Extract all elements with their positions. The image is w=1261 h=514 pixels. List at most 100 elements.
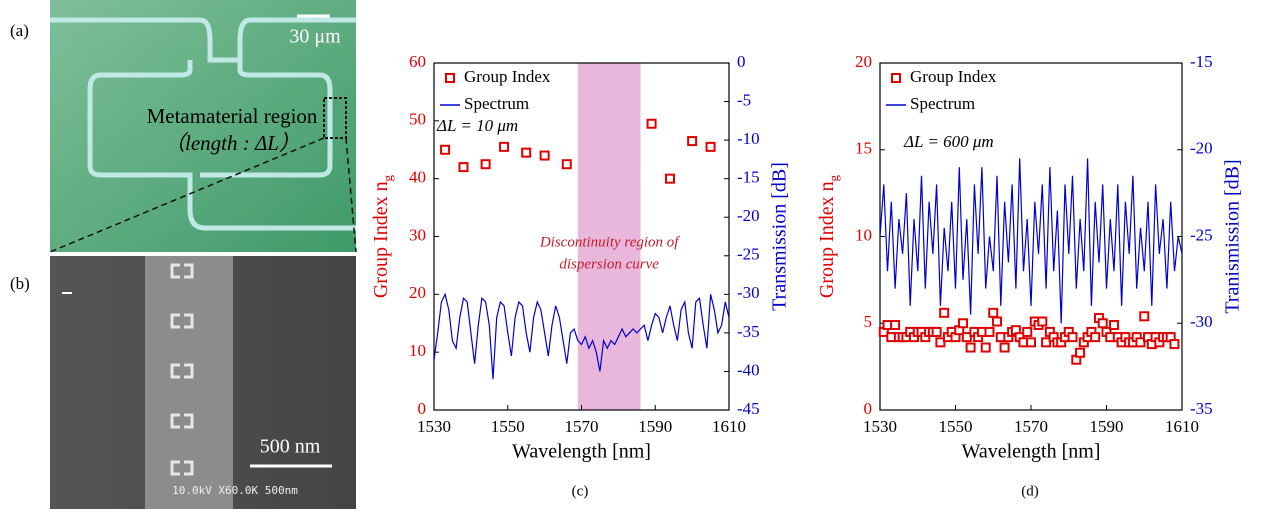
data-point [1026, 337, 1036, 348]
y-axis-label: Group Index ng [370, 174, 396, 298]
annotation: ΔL = 600 μm [903, 132, 994, 151]
legend-marker [445, 73, 455, 83]
data-point [1090, 332, 1101, 343]
data-point [539, 150, 550, 161]
data-point [480, 159, 491, 170]
data-point [1097, 318, 1108, 329]
data-point [1139, 311, 1150, 322]
y-axis-label-main: Group Index n [370, 181, 392, 298]
annotation: ΔL = 10 μm [436, 116, 518, 135]
spectrum-line [879, 158, 1183, 324]
panel-label: (b) [10, 274, 30, 293]
data-point [1067, 332, 1078, 343]
shaded-label: Discontinuity region of [539, 234, 680, 250]
y2-tick-label: -45 [737, 399, 760, 418]
y-axis-label-sub: g [380, 174, 395, 181]
y-tick-label: 0 [418, 399, 427, 418]
data-point [646, 118, 657, 129]
y2-tick-label: 0 [737, 52, 746, 71]
data-point [992, 316, 1003, 327]
y2-axis-label: Transmission [dB] [769, 162, 791, 311]
x-tick-label: 1550 [939, 417, 973, 436]
data-point [1041, 337, 1052, 348]
y2-tick-label: -40 [737, 360, 760, 379]
panel-label: (a) [10, 21, 29, 40]
y-tick-label: 20 [409, 283, 426, 302]
data-point [561, 159, 572, 170]
y-tick-label: 10 [855, 225, 872, 244]
plot-frame [879, 62, 1183, 411]
panel-caption: (c) [572, 483, 589, 499]
waveguide-strip [145, 256, 233, 509]
x-tick-label: 1550 [491, 417, 525, 436]
y2-tick-label: -20 [737, 206, 760, 225]
annotation: Metamaterial region [147, 104, 318, 128]
data-point [958, 318, 969, 329]
x-axis-label: Wavelength [nm] [962, 441, 1101, 463]
y2-tick-label: -35 [737, 322, 760, 341]
data-point [939, 307, 950, 318]
y2-tick-label: -10 [737, 129, 760, 148]
data-point [890, 319, 901, 330]
data-point [521, 147, 532, 158]
y2-axis-label: Tranismission [dB] [1222, 159, 1244, 313]
legend-label: Spectrum [464, 94, 529, 113]
resonators [170, 263, 194, 476]
panel-caption: (d) [1021, 483, 1039, 499]
y-axis-label-sub: g [826, 174, 841, 181]
y-axis-label: Group Index ng [816, 174, 842, 298]
data-point [1109, 319, 1120, 330]
data-point [999, 342, 1010, 353]
y-axis-label-main: Group Index n [816, 181, 838, 298]
y-tick-label: 60 [409, 52, 426, 71]
y-tick-label: 50 [409, 110, 426, 129]
data-point [931, 326, 942, 337]
zoom-line [345, 137, 357, 253]
legend-label: Group Index [910, 67, 997, 86]
y-tick-label: 20 [855, 52, 872, 71]
y2-tick-label: -30 [737, 283, 760, 302]
data-point [1022, 326, 1033, 337]
x-tick-label: 1590 [638, 417, 672, 436]
data-point [988, 307, 999, 318]
data-point [440, 144, 451, 155]
data-point [961, 332, 972, 343]
legend-label: Spectrum [910, 94, 975, 113]
data-point [965, 342, 976, 353]
y2-tick-label: -20 [1190, 139, 1213, 158]
sem-info: 10.0kV X60.0K 500nm [172, 484, 298, 497]
y-tick-label: 10 [409, 341, 426, 360]
data-point [458, 162, 469, 173]
data-point [984, 326, 995, 337]
y2-tick-label: -15 [1190, 52, 1213, 71]
legend-label: Group Index [464, 67, 551, 86]
y2-tick-label: -30 [1190, 312, 1213, 331]
x-tick-label: 1570 [565, 417, 599, 436]
shaded-region [577, 63, 641, 410]
data-point [1135, 337, 1146, 348]
data-point [980, 342, 991, 353]
waveguide [50, 17, 356, 231]
y2-tick-label: -5 [737, 90, 751, 109]
data-point [705, 141, 716, 152]
data-point [1169, 339, 1180, 350]
shaded-label: dispersion curve [559, 256, 659, 272]
y-tick-label: 15 [855, 139, 872, 158]
y-tick-label: 30 [409, 225, 426, 244]
y-tick-label: 40 [409, 168, 426, 187]
spectrum-line [433, 292, 730, 380]
y-tick-label: 0 [864, 399, 873, 418]
x-axis-label: Wavelength [nm] [512, 441, 651, 463]
x-tick-label: 1530 [417, 417, 451, 436]
scale-text: 30 μm [289, 26, 341, 48]
data-point [665, 173, 675, 184]
y2-tick-label: -25 [737, 245, 760, 264]
x-tick-label: 1610 [1165, 417, 1199, 436]
x-tick-label: 1570 [1014, 417, 1048, 436]
y2-tick-label: -35 [1190, 399, 1213, 418]
data-point [499, 141, 510, 152]
x-tick-label: 1530 [863, 417, 897, 436]
data-point [935, 337, 946, 348]
data-point [687, 136, 698, 147]
